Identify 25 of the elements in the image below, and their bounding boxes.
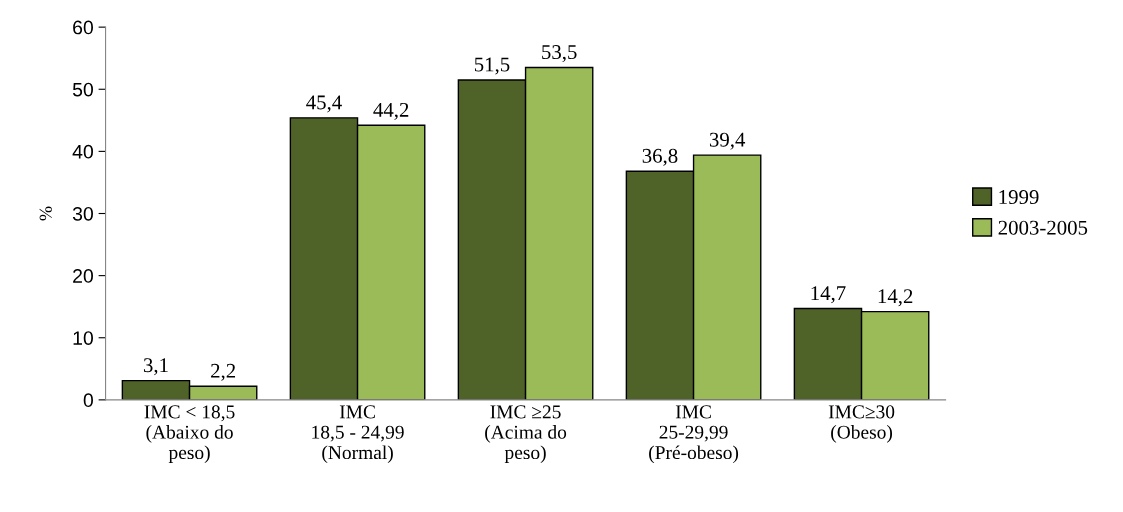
data-label: 36,8 [642,148,678,166]
y-tick-label: 50 [72,82,93,97]
data-label: 51,5 [474,57,510,75]
data-label: 53,5 [542,45,577,63]
x-tick-label: IMC≥30 (Obeso) [828,405,895,443]
y-tick-label: 30 [72,206,93,221]
y-tick-label: 0 [83,393,93,408]
data-label: 44,2 [373,102,409,120]
x-tick-label: IMC ≥25 (Acima do peso) [485,405,567,464]
legend-label: 2003-2005 [998,220,1088,235]
y-tick-label: 10 [73,331,93,345]
data-label: 2,2 [211,363,236,381]
x-tick-label: IMC 18,5 - 24,99 (Normal) [312,405,404,464]
data-label: 14,7 [811,286,846,304]
y-tick-label: 60 [73,20,93,35]
y-axis-title: % [39,206,52,221]
x-tick-label: IMC < 18,5 (Abaixo do peso) [144,405,235,464]
data-label: 39,4 [709,132,746,150]
data-label: 3,1 [143,358,168,376]
y-tick-label: 20 [73,269,93,283]
legend-label: 1999 [999,190,1039,205]
y-tick-label: 40 [72,144,93,159]
data-label: 14,2 [878,289,913,307]
x-tick-label: IMC 25-29,99 (Pré-obeso) [649,405,739,464]
data-label: 45,4 [306,95,342,113]
